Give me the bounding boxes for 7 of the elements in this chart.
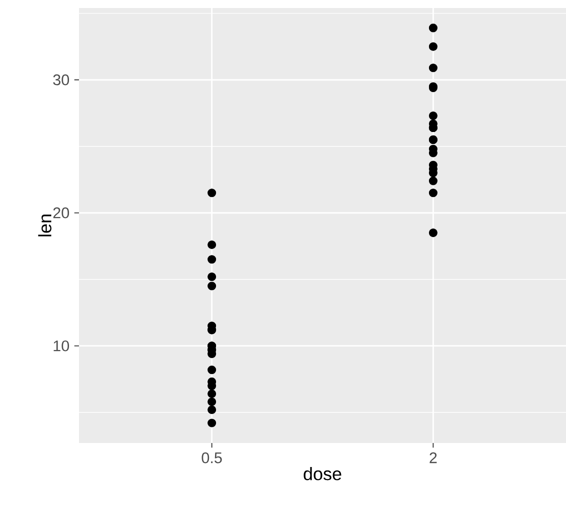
- y-axis-title: len: [38, 214, 52, 236]
- y-tick-label: 10: [54, 340, 70, 352]
- x-tick-label: 2: [430, 452, 437, 464]
- y-tick-label: 20: [53, 207, 70, 218]
- y-tick-label: 30: [53, 74, 70, 86]
- x-axis-title: dose: [304, 467, 342, 480]
- x-tick-label: 0.5: [202, 452, 222, 464]
